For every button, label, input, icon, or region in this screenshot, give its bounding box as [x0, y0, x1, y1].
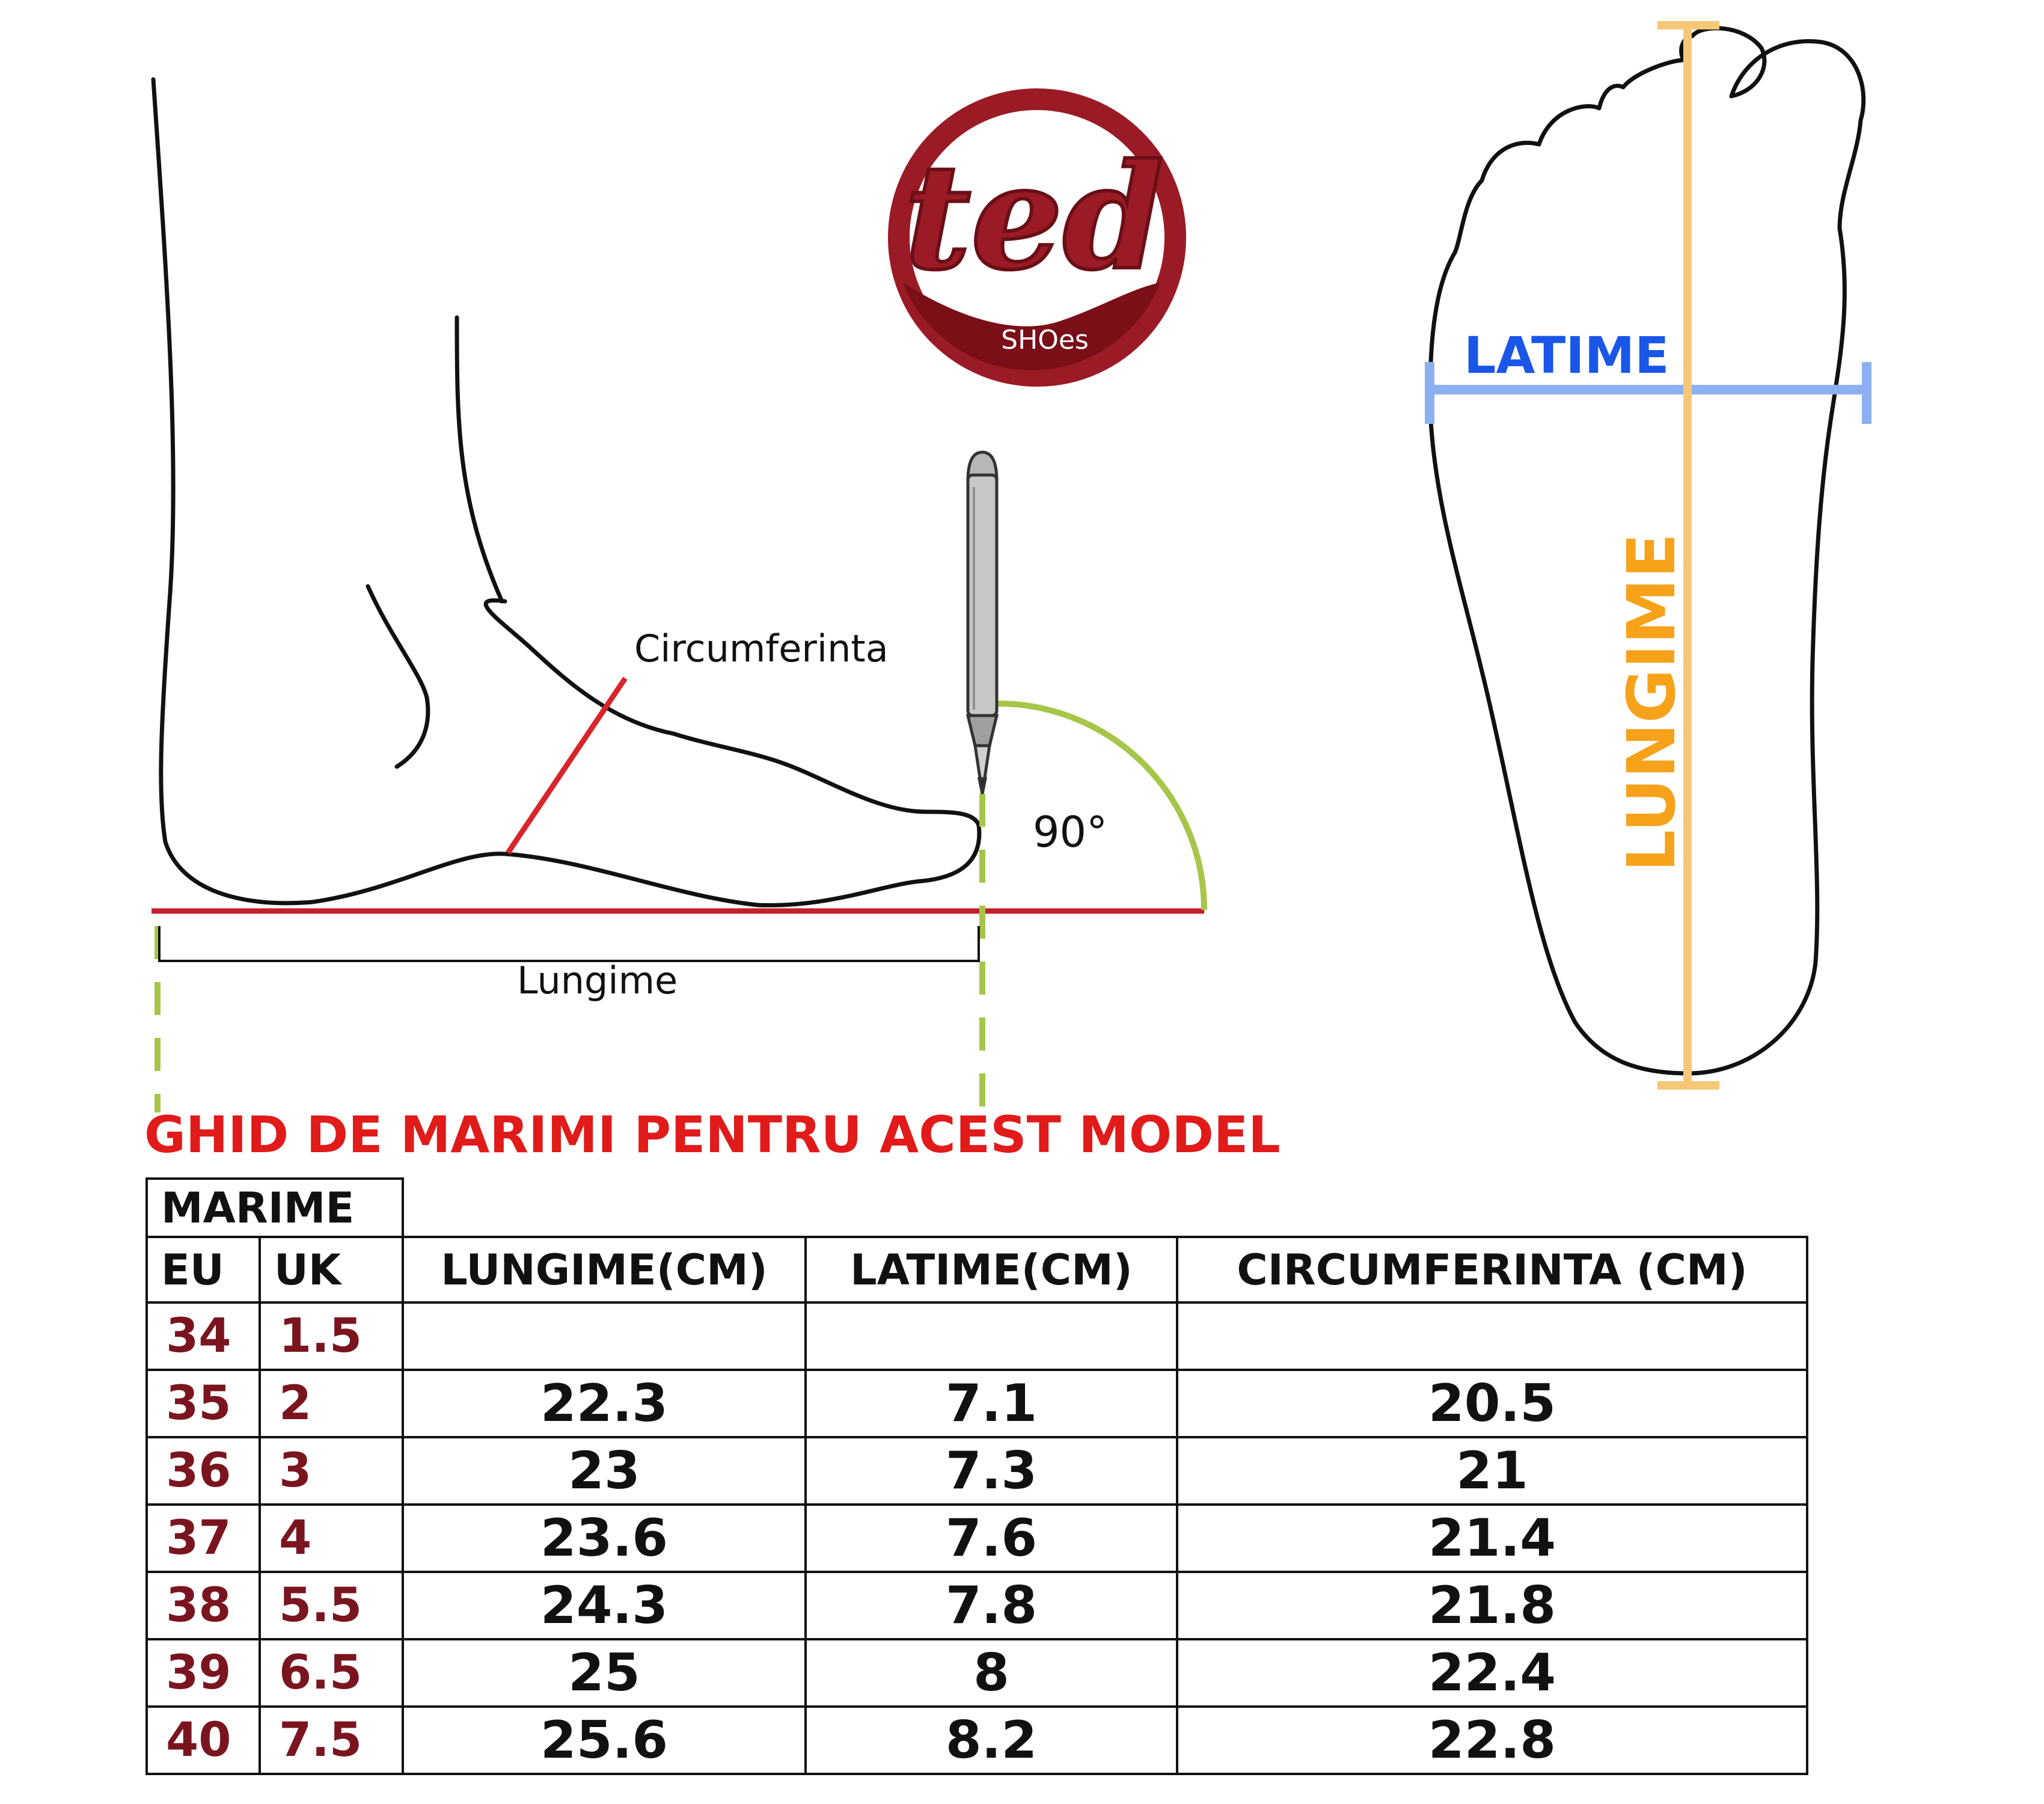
length-cell: 25	[402, 1638, 807, 1708]
eu-size-cell: 34	[145, 1301, 261, 1371]
logo-wordmark: ted	[904, 132, 1163, 302]
width-cell: 8	[804, 1638, 1178, 1708]
circumference-cell: 21	[1176, 1436, 1808, 1506]
uk-size-cell: 6.5	[259, 1638, 404, 1708]
table-row: 37 4 23.6 7.6 21.4	[145, 1503, 1808, 1573]
circumference-label: Circumferinta	[634, 627, 889, 670]
foot-sole-outline	[1428, 26, 1866, 1076]
angle-label: 90°	[1033, 808, 1107, 857]
header-eu: EU	[145, 1236, 261, 1304]
table-group-header-row: MARIME	[145, 1177, 1807, 1238]
length-cell: 23.6	[402, 1503, 807, 1573]
uk-size-cell: 1.5	[259, 1301, 404, 1371]
pencil-icon	[965, 450, 999, 794]
eu-size-cell: 40	[145, 1705, 261, 1775]
header-length: LUNGIME(CM)	[402, 1236, 807, 1304]
table-header-row: EU UK LUNGIME(CM) LATIME(CM) CIRCUMFERIN…	[145, 1236, 1808, 1304]
circumference-cell: 20.5	[1176, 1369, 1808, 1438]
width-cell: 7.3	[804, 1436, 1178, 1506]
uk-size-cell: 5.5	[259, 1571, 404, 1640]
eu-size-cell: 36	[145, 1436, 261, 1506]
right-angle-arc	[997, 701, 1207, 910]
length-cell: 22.3	[402, 1369, 807, 1438]
table-row: 39 6.5 25 8 22.4	[145, 1638, 1808, 1708]
length-cell: 23	[402, 1436, 807, 1506]
circumference-cell: 22.4	[1176, 1638, 1808, 1708]
logo-subtext: SHOes	[1001, 325, 1089, 355]
header-uk: UK	[259, 1236, 404, 1304]
illustration-area: Circumferinta 90° Lungime ted SHOes LATI…	[151, 21, 1871, 1112]
length-label: Lungime	[517, 959, 678, 1002]
width-cell: 8.2	[804, 1705, 1178, 1775]
uk-size-cell: 7.5	[259, 1705, 404, 1775]
foot-side-outline	[151, 77, 982, 907]
ted-shoes-logo: ted SHOes	[888, 88, 1186, 387]
circumference-cell: 21.8	[1176, 1571, 1808, 1640]
table-row: 40 7.5 25.6 8.2 22.8	[145, 1705, 1808, 1775]
length-cell	[402, 1301, 807, 1371]
uk-size-cell: 4	[259, 1503, 404, 1573]
table-row: 38 5.5 24.3 7.8 21.8	[145, 1571, 1808, 1640]
eu-size-cell: 39	[145, 1638, 261, 1708]
measurement-guides	[155, 794, 985, 1112]
header-circumference: CIRCUMFERINTA (CM)	[1176, 1236, 1808, 1304]
uk-size-cell: 3	[259, 1436, 404, 1506]
eu-size-cell: 38	[145, 1571, 261, 1640]
width-cell: 7.8	[804, 1571, 1178, 1640]
length-vertical-label: LUNGIME	[1613, 533, 1690, 872]
width-cell	[804, 1301, 1178, 1371]
circumference-cell	[1176, 1301, 1808, 1371]
width-cell: 7.1	[804, 1369, 1178, 1438]
size-group-header: MARIME	[145, 1177, 404, 1238]
header-width: LATIME(CM)	[804, 1236, 1178, 1304]
size-chart-table: MARIME EU UK LUNGIME(CM) LATIME(CM) CIRC…	[145, 1177, 1808, 1775]
circumference-cell: 21.4	[1176, 1503, 1808, 1573]
table-row: 35 2 22.3 7.1 20.5	[145, 1369, 1808, 1438]
table-row: 34 1.5	[145, 1301, 1808, 1371]
circumference-cell: 22.8	[1176, 1705, 1808, 1775]
length-measure-bar	[1657, 21, 1719, 1090]
size-guide-title: GHID DE MARIMI PENTRU ACEST MODEL	[144, 1105, 1281, 1164]
length-cell: 24.3	[402, 1571, 807, 1640]
width-label: LATIME	[1464, 326, 1669, 385]
width-measure-bar	[1425, 362, 1871, 424]
table-row: 36 3 23 7.3 21	[145, 1436, 1808, 1506]
length-cell: 25.6	[402, 1705, 807, 1775]
width-cell: 7.6	[804, 1503, 1178, 1573]
eu-size-cell: 37	[145, 1503, 261, 1573]
eu-size-cell: 35	[145, 1369, 261, 1438]
length-bracket	[158, 926, 980, 962]
uk-size-cell: 2	[259, 1369, 404, 1438]
circumference-line	[506, 677, 628, 854]
